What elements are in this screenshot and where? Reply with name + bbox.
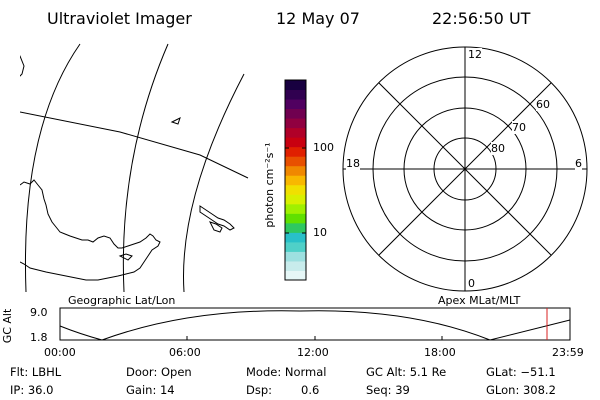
mlt-label-6: 6 xyxy=(575,157,582,170)
colorbar-tick-100: 100 xyxy=(313,141,334,154)
colorbar-cell xyxy=(285,232,306,243)
colorbar-cell xyxy=(285,213,306,224)
filter-status: Flt: LBHL xyxy=(10,365,62,379)
colorbar-cell xyxy=(285,165,306,176)
polar-diagonal xyxy=(378,82,552,256)
ytick-1_8: 1.8 xyxy=(30,331,48,344)
colorbar-cell xyxy=(285,137,306,148)
latitude-line xyxy=(20,111,249,179)
mlat-label-80: 80 xyxy=(491,142,505,155)
colorbar-cell xyxy=(285,156,306,167)
longitude-line xyxy=(183,73,245,292)
mlt-label-0: 0 xyxy=(468,277,475,290)
apex-label: Apex MLat/MLT xyxy=(438,294,521,307)
mlt-label-18: 18 xyxy=(346,157,360,170)
mode-status: Mode: Normal xyxy=(246,365,327,379)
island xyxy=(170,117,181,125)
coastline xyxy=(20,179,161,281)
mlat-label-70: 70 xyxy=(512,121,526,134)
colorbar-tick-10: 10 xyxy=(313,226,327,239)
altitude-axis-label: GC Alt xyxy=(1,308,14,343)
gain-status: Gain: 14 xyxy=(126,383,175,397)
time-label: 22:56:50 UT xyxy=(432,9,531,28)
ip-status: IP: 36.0 xyxy=(10,383,54,397)
colorbar-cell xyxy=(285,108,306,119)
instrument-title: Ultraviolet Imager xyxy=(47,9,192,28)
dsp-value: 0.6 xyxy=(301,383,320,397)
colorbar-cell xyxy=(285,184,306,195)
polar-plot xyxy=(342,46,588,292)
glon-status: GLon: 308.2 xyxy=(486,383,556,397)
colorbar-cell xyxy=(285,99,306,110)
island xyxy=(118,253,133,261)
geographic-label: Geographic Lat/Lon xyxy=(68,294,176,307)
colorbar-cell xyxy=(285,251,306,262)
colorbar-cell xyxy=(285,146,306,157)
colorbar-cell xyxy=(285,241,306,252)
xtick-0000: 00:00 xyxy=(44,346,76,359)
xtick-2359: 23:59 xyxy=(552,346,584,359)
longitude-line xyxy=(122,43,169,292)
colorbar-cell xyxy=(285,260,306,271)
colorbar-cell xyxy=(285,89,306,100)
geographic-map xyxy=(20,43,249,292)
seq-status: Seq: 39 xyxy=(366,383,410,397)
ytick-9: 9.0 xyxy=(30,306,48,319)
dsp-label: Dsp: xyxy=(246,383,273,397)
colorbar-cell xyxy=(285,80,306,91)
colorbar-cell xyxy=(285,127,306,138)
gc-alt-status: GC Alt: 5.1 Re xyxy=(366,365,447,379)
door-status: Door: Open xyxy=(126,365,192,379)
longitude-line xyxy=(25,43,81,292)
island xyxy=(209,221,223,233)
date-label: 12 May 07 xyxy=(276,9,360,28)
mlat-label-60: 60 xyxy=(536,98,550,111)
xtick-1800: 18:00 xyxy=(424,346,456,359)
altitude-curve xyxy=(59,310,571,341)
coastline xyxy=(20,55,25,77)
colorbar-cell xyxy=(285,203,306,214)
colorbar-cell xyxy=(285,118,306,129)
colorbar-cell xyxy=(285,194,306,205)
xtick-0600: 06:00 xyxy=(169,346,201,359)
colorbar-cell xyxy=(285,270,306,281)
island xyxy=(199,205,235,231)
colorbar-cell xyxy=(285,175,306,186)
xtick-1200: 12:00 xyxy=(297,346,329,359)
colorbar-cell xyxy=(285,222,306,233)
colorbar: photon cm⁻²s⁻¹ xyxy=(263,79,307,281)
altitude-plot: GC Alt xyxy=(1,307,571,343)
colorbar-unit-label: photon cm⁻²s⁻¹ xyxy=(263,142,276,227)
mlt-label-12: 12 xyxy=(468,48,482,61)
glat-status: GLat: −51.1 xyxy=(486,365,556,379)
